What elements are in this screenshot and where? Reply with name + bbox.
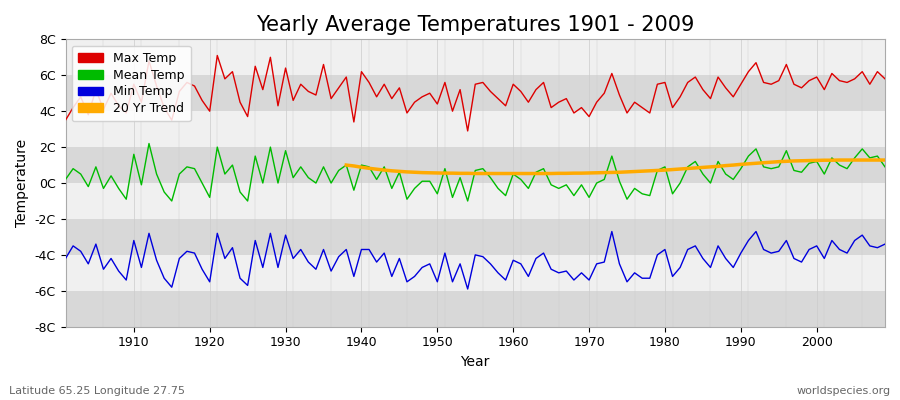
Text: Latitude 65.25 Longitude 27.75: Latitude 65.25 Longitude 27.75 xyxy=(9,386,185,396)
Bar xyxy=(66,291,885,327)
Title: Yearly Average Temperatures 1901 - 2009: Yearly Average Temperatures 1901 - 2009 xyxy=(256,15,695,35)
Bar xyxy=(66,219,885,255)
Legend: Max Temp, Mean Temp, Min Temp, 20 Yr Trend: Max Temp, Mean Temp, Min Temp, 20 Yr Tre… xyxy=(72,46,191,121)
X-axis label: Year: Year xyxy=(461,355,490,369)
Bar xyxy=(66,75,885,111)
Text: worldspecies.org: worldspecies.org xyxy=(796,386,891,396)
Y-axis label: Temperature: Temperature xyxy=(15,139,29,227)
Bar xyxy=(66,147,885,183)
